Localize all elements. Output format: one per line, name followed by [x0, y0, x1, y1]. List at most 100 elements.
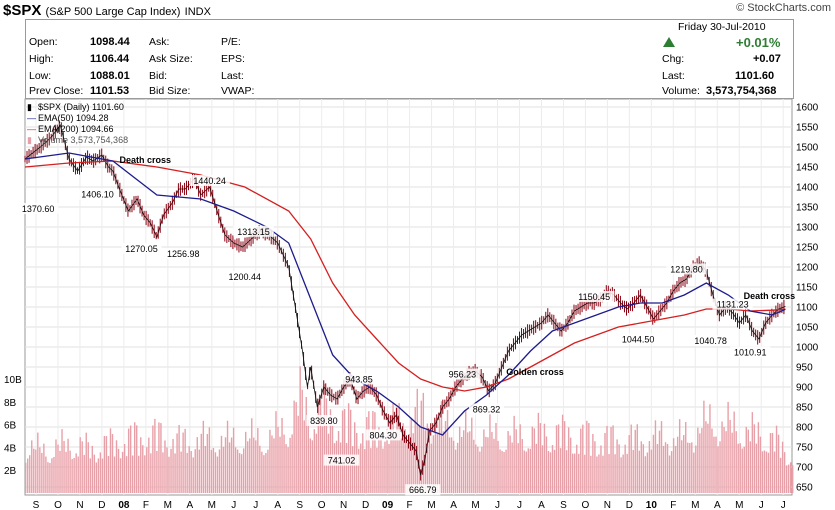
volume-bar	[402, 423, 404, 493]
volume-bar	[172, 439, 174, 493]
volume-bar	[767, 452, 770, 493]
volume-bar	[491, 431, 493, 493]
volume-bar	[259, 445, 261, 493]
volume-bar	[711, 428, 713, 493]
volume-bar	[131, 455, 134, 493]
volume-bar	[27, 458, 29, 493]
volume-bar	[35, 449, 37, 493]
volume-bar	[424, 430, 427, 493]
volume-bar	[596, 456, 598, 493]
volume-bar	[640, 441, 643, 493]
volume-bar	[125, 456, 128, 493]
price-label-bg	[323, 454, 360, 466]
legend-price: $SPX (Daily) 1101.60	[38, 102, 124, 112]
volume-bar	[299, 366, 301, 493]
volume-bar	[339, 442, 342, 493]
price-annotations: 1370.60 1406.10 1270.05 1256.98 1440.24 1313.…	[17, 155, 795, 496]
x-tick-label: D	[362, 500, 369, 510]
volume-bar	[697, 427, 699, 493]
volume-bar	[31, 440, 33, 493]
y-tick-label: 1050	[796, 323, 819, 334]
chart-legend: ▮ $SPX (Daily) 1101.60— EMA(50) 1094.28— EM…	[27, 102, 128, 145]
price-label: 1440.24	[193, 176, 226, 186]
volume-bar	[555, 425, 558, 493]
y-tick-label: 1600	[796, 103, 819, 114]
y-tick-label: 800	[796, 423, 813, 434]
volume-bar	[507, 431, 509, 493]
volume-bar	[242, 448, 245, 493]
price-label: 1219.80	[670, 264, 703, 274]
volume-bar	[138, 455, 140, 493]
volume-bar	[539, 423, 542, 493]
x-tick-label: M	[735, 500, 743, 510]
volume-bar	[469, 431, 471, 493]
volume-bar	[662, 445, 665, 493]
volume-bar	[789, 462, 792, 493]
volume-bar	[73, 458, 75, 493]
volume-bar	[89, 458, 91, 493]
volume-bar	[610, 427, 612, 493]
volume-bar	[263, 455, 265, 493]
volume-bar	[685, 422, 687, 493]
volume-bar	[362, 433, 364, 493]
volume-bar	[483, 429, 485, 493]
volume-bar	[396, 407, 398, 493]
exchange: INDX	[184, 6, 211, 18]
price-label-bg	[730, 346, 771, 358]
volume-bar	[501, 450, 503, 493]
volume-bar	[347, 403, 350, 493]
y-tick-label: 1400	[796, 183, 819, 194]
price-label: 741.02	[328, 456, 356, 466]
volume-bar	[368, 411, 370, 493]
volume-bar	[29, 455, 31, 493]
volume-bar	[398, 403, 400, 493]
x-tick-label: J	[495, 500, 500, 510]
volume-bar	[759, 436, 762, 493]
volume-bar	[458, 426, 461, 493]
volume-bar	[420, 400, 423, 493]
volume-bar	[693, 452, 695, 493]
y-tick-label: 850	[796, 403, 813, 414]
volume-bar	[644, 456, 647, 493]
volume-bar	[222, 446, 225, 493]
volume-bar	[174, 453, 176, 493]
volume-bar	[384, 441, 386, 493]
volume-bar	[226, 420, 229, 493]
volume-bar	[341, 410, 344, 493]
volume-bar	[410, 417, 412, 493]
x-tick-label: D	[98, 500, 105, 510]
volume-bar	[713, 436, 715, 493]
volume-bar	[111, 434, 114, 493]
volume-bar	[297, 415, 299, 493]
volume-bar	[664, 442, 667, 493]
y-tick-label: 1150	[796, 283, 818, 294]
volume-bar	[465, 409, 467, 493]
legend-swatch: ▮	[27, 102, 32, 112]
volume-bar	[551, 445, 554, 493]
price-label-bg	[468, 403, 505, 415]
volume-bar	[533, 428, 536, 493]
volume-bar	[129, 425, 132, 493]
volume-bar	[380, 434, 382, 493]
volume-bar	[687, 442, 689, 493]
volume-bar	[45, 456, 47, 493]
volume-bar	[648, 441, 651, 493]
volume-bar	[170, 448, 172, 493]
volume-bar	[99, 452, 102, 493]
volume-bar	[717, 446, 719, 493]
y-tick-label: 1500	[796, 143, 819, 154]
x-tick-label: 08	[118, 500, 130, 510]
volume-bar	[606, 425, 608, 493]
volume-bar	[513, 415, 515, 493]
high-label: High:	[29, 53, 54, 65]
volume-bar	[632, 450, 634, 493]
volume-bar	[646, 452, 649, 493]
volume-bar	[626, 453, 628, 493]
price-label: 1256.98	[167, 249, 200, 259]
volume-bar	[531, 426, 534, 493]
volume-bar	[783, 452, 786, 493]
legend-ema200: EMA(200) 1094.66	[38, 124, 114, 134]
volume-bar	[33, 448, 35, 493]
volume-bar	[674, 445, 677, 493]
volume-bar	[218, 449, 221, 493]
